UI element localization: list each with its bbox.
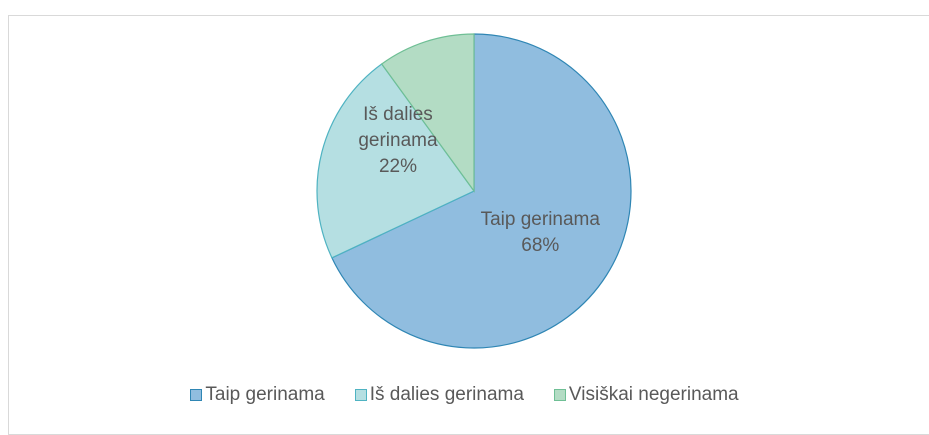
data-label-category: Iš dalies gerinama: [358, 104, 438, 152]
legend-item: Taip gerinama: [190, 384, 325, 406]
legend-swatch: [354, 389, 367, 401]
legend: Taip gerinama Iš dalies gerinama Visiškai …: [0, 384, 929, 406]
pie-slice: [331, 33, 632, 349]
pie-slice: [380, 33, 475, 193]
data-label-value: 22%: [378, 156, 417, 178]
data-label-value: 68%: [521, 235, 560, 257]
legend-item: Iš dalies gerinama: [354, 384, 524, 406]
data-label: Taip gerinama 68%: [455, 207, 625, 259]
legend-swatch: [190, 389, 203, 401]
legend-label: Iš dalies gerinama: [369, 384, 524, 405]
legend-label: Taip gerinama: [205, 384, 325, 405]
data-label-category: Taip gerinama: [480, 209, 600, 231]
legend-swatch: [553, 389, 566, 401]
pie-slice: [316, 63, 475, 259]
data-label: Iš dalies gerinama 22%: [343, 102, 453, 180]
legend-item: Visiškai negerinama: [553, 384, 739, 406]
legend-label: Visiškai negerinama: [568, 384, 739, 405]
